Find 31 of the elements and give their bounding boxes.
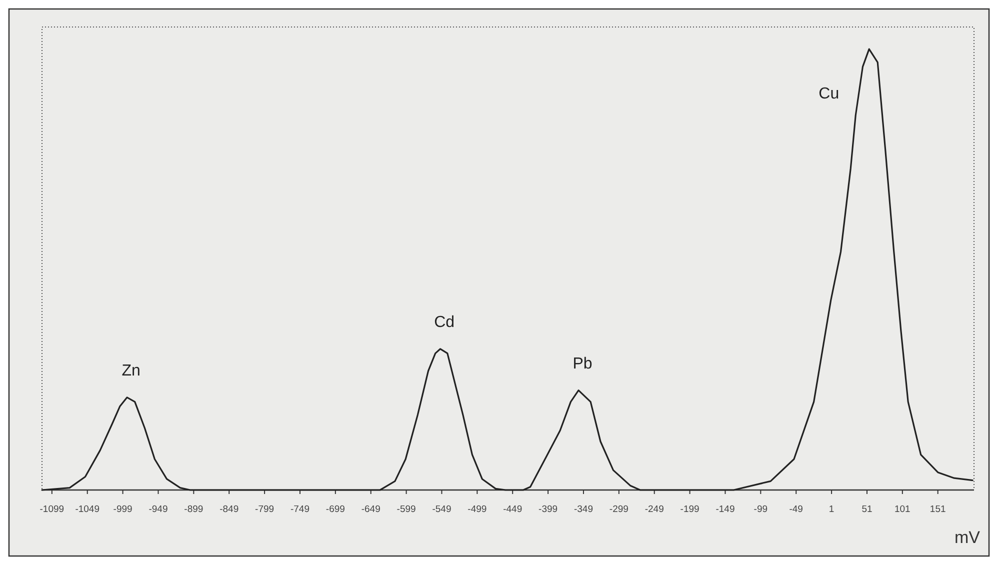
annotation: Pb [572,356,592,373]
x-tick-label: 151 [930,504,946,515]
x-tick-label: -999 [113,504,132,515]
x-tick-label: -249 [644,504,664,515]
x-tick-label: -1099 [40,504,64,515]
x-tick-label: -349 [574,504,593,515]
x-tick-label: -749 [290,504,310,515]
x-tick-label: -99 [754,504,768,515]
x-tick-label: -649 [361,504,380,515]
x-tick-label: 51 [862,504,872,515]
x-tick-label: -799 [255,504,274,515]
x-axis-title: mV [954,528,981,547]
x-tick-label: 101 [894,504,910,515]
x-tick-label: -299 [609,504,628,515]
x-tick-label: -849 [220,504,239,515]
x-tick-label: 1 [828,504,834,515]
x-tick-label: -949 [148,504,168,515]
x-tick-label: -1049 [75,504,100,515]
x-tick-label: -149 [716,504,735,515]
x-tick-label: -399 [538,504,558,515]
x-tick-label: -899 [184,504,204,515]
annotation: Zn [122,362,140,380]
annotation: Cu [818,85,840,102]
x-tick-label: -49 [789,504,803,515]
annotation: Cd [434,314,455,332]
x-tick-label: -699 [326,504,345,515]
x-tick-label: -599 [396,504,416,515]
x-tick-label: -199 [680,504,700,515]
x-tick-label: -449 [503,504,522,515]
x-tick-label: -499 [468,504,487,515]
x-tick-label: -549 [432,504,452,515]
